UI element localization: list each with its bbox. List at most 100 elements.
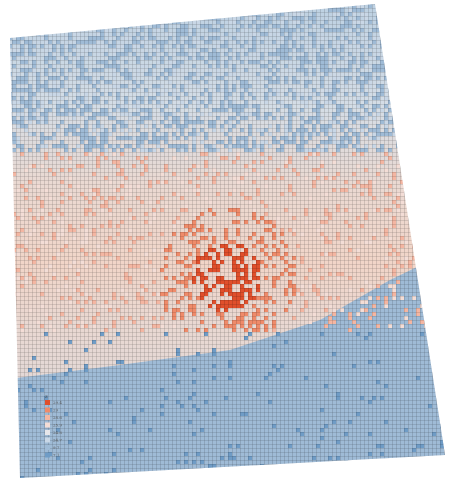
- heatmap-cell: [412, 232, 416, 236]
- heatmap-cell: [328, 4, 332, 8]
- heatmap-cell: [392, 468, 396, 472]
- heatmap-cell: [112, 12, 116, 16]
- heatmap-cell: [424, 20, 428, 24]
- heatmap-cell: [428, 328, 432, 332]
- heatmap-cell: [388, 48, 392, 52]
- heatmap-cell: [388, 88, 392, 92]
- heatmap-cell: [4, 376, 8, 380]
- heatmap-cell: [304, 0, 308, 4]
- heatmap-cell: [24, 20, 28, 24]
- heatmap-cell: [420, 96, 424, 100]
- heatmap-cell: [396, 100, 400, 104]
- heatmap-cell: [412, 100, 416, 104]
- heatmap-cell: [444, 64, 445, 68]
- heatmap-cell: [200, 8, 204, 12]
- heatmap-cell: [392, 96, 396, 100]
- heatmap-cell: [424, 60, 428, 64]
- heatmap-cell: [424, 108, 428, 112]
- heatmap-cell: [180, 16, 184, 20]
- heatmap-cell: [16, 20, 20, 24]
- heatmap-cell: [416, 160, 420, 164]
- heatmap-cell: [4, 232, 8, 236]
- heatmap-cell: [432, 152, 436, 156]
- heatmap-cell: [416, 104, 420, 108]
- heatmap-cell: [12, 28, 16, 32]
- heatmap-cell: [412, 184, 416, 188]
- heatmap-cell: [120, 16, 124, 20]
- heatmap-cell: [252, 4, 256, 8]
- heatmap-cell: [412, 148, 416, 152]
- heatmap-cell: [20, 32, 24, 36]
- heatmap-cell: [232, 0, 236, 4]
- heatmap-cell: [420, 276, 424, 280]
- heatmap-cell: [428, 288, 432, 292]
- heatmap-cell: [408, 24, 412, 28]
- heatmap-cell: [104, 12, 108, 16]
- legend-swatch: [45, 415, 50, 420]
- heatmap-cell: [16, 12, 20, 16]
- heatmap-cell: [96, 12, 100, 16]
- heatmap-cell: [64, 28, 68, 32]
- heatmap-cell: [436, 128, 440, 132]
- heatmap-cell: [420, 16, 424, 20]
- heatmap-cell: [76, 16, 80, 20]
- heatmap-cell: [10, 280, 12, 284]
- heatmap-cell: [216, 12, 220, 16]
- heatmap-cell: [92, 16, 96, 20]
- heatmap-cell: [404, 64, 408, 68]
- heatmap-cell: [424, 48, 428, 52]
- heatmap-cell: [80, 8, 84, 12]
- heatmap-cell: [276, 4, 280, 8]
- heatmap-cell: [10, 308, 12, 312]
- heatmap-cell: [440, 232, 444, 236]
- heatmap-cell: [448, 140, 452, 144]
- heatmap-cell: [416, 0, 420, 4]
- heatmap-cell: [36, 16, 40, 20]
- heatmap-cell: [436, 64, 440, 68]
- heatmap-cell: [392, 60, 396, 64]
- heatmap-cell: [448, 236, 452, 240]
- heatmap-cell: [328, 0, 332, 4]
- heatmap-cell: [440, 360, 444, 364]
- heatmap-cell: [408, 28, 412, 32]
- heatmap-cell: [400, 4, 404, 8]
- heatmap-cell: [400, 120, 404, 124]
- heatmap-cell: [444, 100, 445, 104]
- heatmap-cell: [10, 428, 12, 432]
- heatmap-cell: [444, 328, 445, 332]
- heatmap-cell: [396, 76, 400, 80]
- heatmap-cell: [432, 16, 436, 20]
- heatmap-cell: [408, 84, 412, 88]
- legend-title: z: [45, 394, 48, 400]
- heatmap-cell: [4, 148, 8, 152]
- heatmap-cell: [436, 136, 440, 140]
- heatmap-cell: [260, 0, 264, 4]
- heatmap-cell: [440, 280, 444, 284]
- heatmap-cell: [424, 12, 428, 16]
- heatmap-cell: [444, 56, 445, 60]
- heatmap-cell: [60, 20, 64, 24]
- heatmap-cell: [408, 0, 412, 4]
- heatmap-cell: [200, 4, 204, 8]
- heatmap-cell: [412, 164, 416, 168]
- heatmap-cell: [440, 8, 444, 12]
- legend-label: 29.4: [53, 400, 62, 405]
- heatmap-cell: [10, 148, 12, 152]
- heatmap-cell: [152, 20, 156, 24]
- heatmap-cell: [428, 52, 432, 56]
- heatmap-cell: [404, 16, 408, 20]
- heatmap-cell: [100, 12, 104, 16]
- heatmap-cell: [440, 24, 444, 28]
- heatmap-cell: [60, 12, 64, 16]
- heatmap-cell: [4, 128, 8, 132]
- heatmap-cell: [400, 132, 404, 136]
- heatmap-cell: [100, 20, 104, 24]
- heatmap-cell: [408, 148, 412, 152]
- heatmap-cell: [432, 76, 436, 80]
- heatmap-cell: [420, 212, 424, 216]
- heatmap-cell: [424, 4, 428, 8]
- legend-label: 9.7: [53, 445, 60, 450]
- heatmap-cell: [424, 44, 428, 48]
- heatmap-cell: [444, 132, 445, 136]
- heatmap-cell: [236, 0, 240, 4]
